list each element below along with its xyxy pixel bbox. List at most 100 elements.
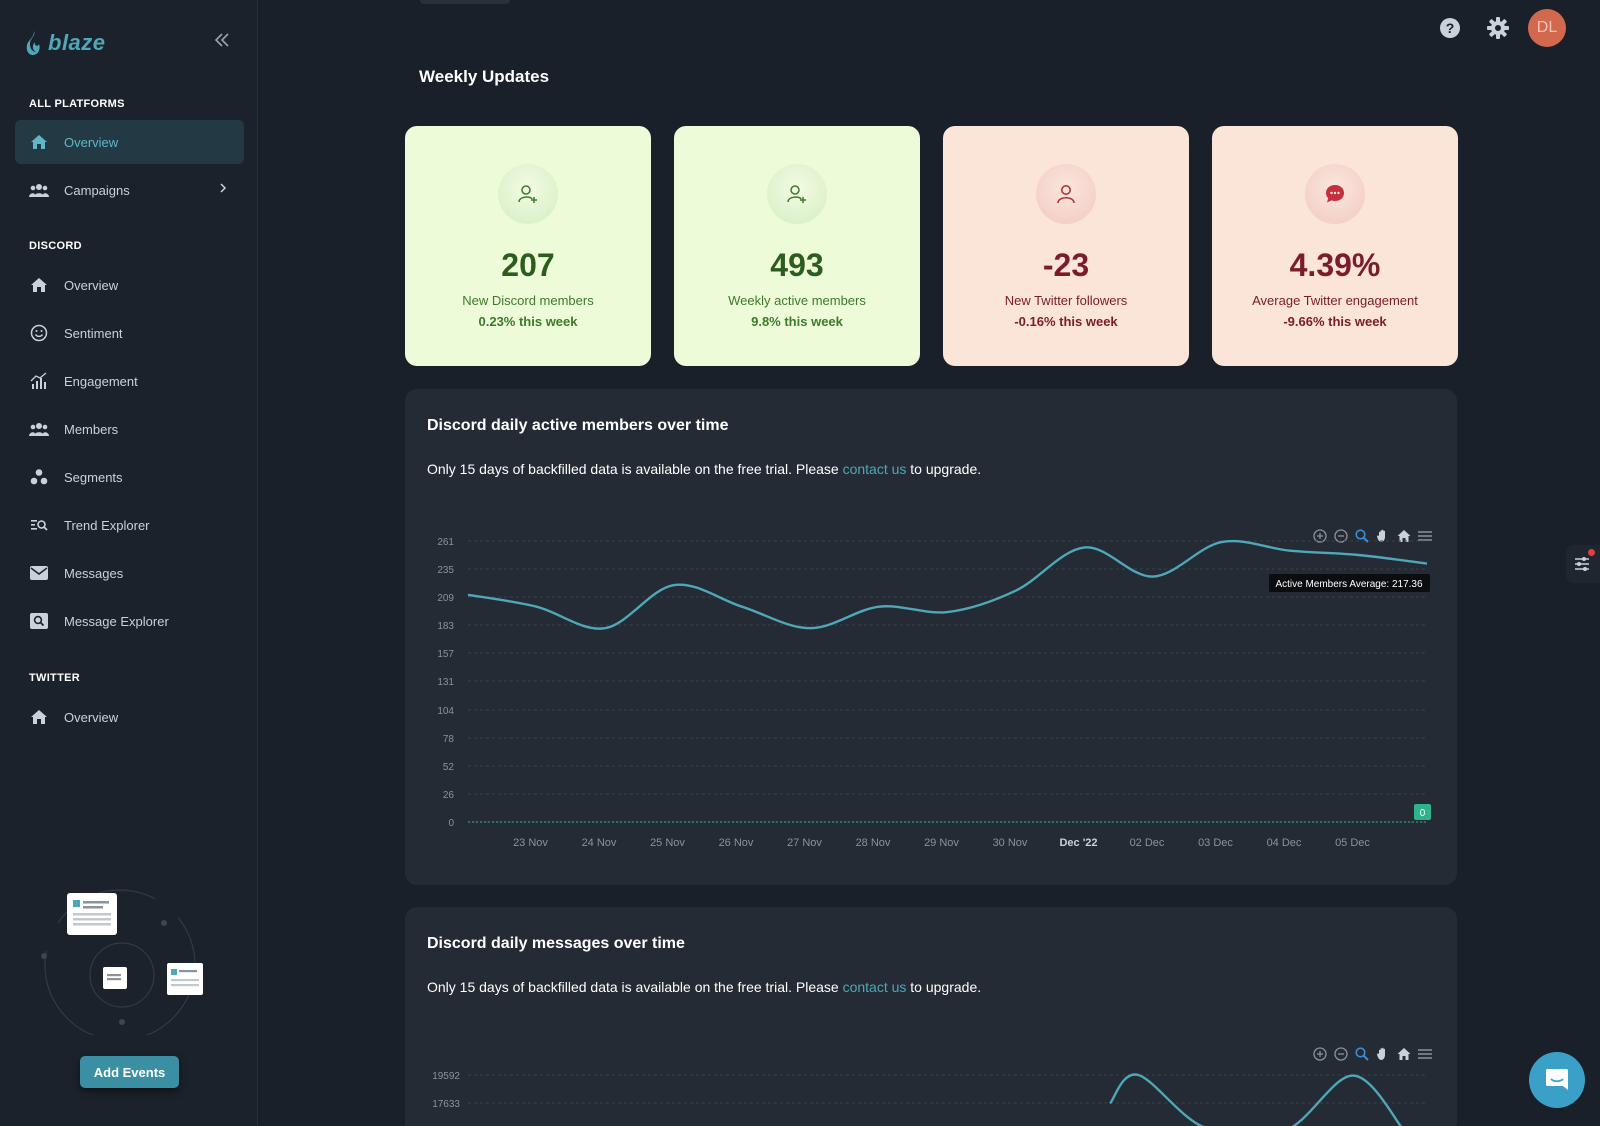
chat-bubble-icon — [1326, 185, 1344, 203]
stat-icon-circle — [1305, 164, 1365, 224]
stat-change: -9.66% this week — [1283, 314, 1387, 329]
zoom-out-button[interactable] — [1332, 527, 1350, 545]
sidebar-item-label: Trend Explorer — [64, 517, 150, 533]
trial-notice: Only 15 days of backfilled data is avail… — [427, 461, 981, 477]
y-tick-label: 78 — [443, 734, 455, 745]
x-tick-label: Dec '22 — [1059, 837, 1097, 849]
pan-button[interactable] — [1374, 527, 1392, 545]
sidebar-item-label: Members — [64, 421, 119, 437]
zoom-in-button[interactable] — [1311, 1045, 1329, 1063]
series-line — [467, 539, 1428, 630]
zoom-out-button[interactable] — [1332, 1045, 1350, 1063]
sidebar-item-engagement[interactable]: Engagement — [15, 359, 244, 403]
support-chat-button[interactable] — [1529, 1052, 1585, 1108]
y-tick-label: 26 — [443, 790, 455, 801]
hand-icon — [1376, 1047, 1385, 1060]
stat-card-new-twitter-followers: -23 New Twitter followers -0.16% this we… — [943, 126, 1189, 366]
chart-menu-button[interactable] — [1416, 1045, 1434, 1063]
sidebar-item-campaigns[interactable]: Campaigns — [15, 168, 244, 212]
y-tick-label: 52 — [443, 762, 455, 773]
help-button[interactable]: ? — [1438, 16, 1462, 40]
sidebar-item-label: Sentiment — [64, 325, 123, 341]
segments-icon — [29, 467, 49, 487]
selection-zoom-button[interactable] — [1353, 527, 1371, 545]
end-marker-box — [1414, 804, 1431, 820]
sidebar-item-trend-explorer[interactable]: Trend Explorer — [15, 503, 244, 547]
stat-card-new-discord-members: 207 New Discord members 0.23% this week — [405, 126, 651, 366]
chevron-right-icon — [220, 183, 227, 193]
chart-panel-title: Discord daily messages over time — [427, 935, 685, 952]
y-tick-label: 19592 — [432, 1071, 460, 1082]
flame-icon — [26, 31, 40, 55]
top-tab-indicator — [420, 0, 510, 4]
collapse-sidebar-button[interactable] — [212, 30, 232, 50]
trial-notice: Only 15 days of backfilled data is avail… — [427, 979, 981, 995]
magnifier-icon — [1355, 1047, 1369, 1061]
x-tick-label: 28 Nov — [856, 837, 891, 849]
zoom-in-icon — [1313, 529, 1327, 543]
brand-logo[interactable]: blaze — [26, 30, 106, 56]
envelope-icon — [29, 563, 49, 583]
sidebar-item-messages[interactable]: Messages — [15, 551, 244, 595]
section-title-all-platforms: ALL PLATFORMS — [29, 98, 125, 110]
pan-button[interactable] — [1374, 1045, 1392, 1063]
chart-menu-button[interactable] — [1416, 527, 1434, 545]
trial-notice-text: Only 15 days of backfilled data is avail… — [427, 979, 843, 995]
y-tick-label: 104 — [437, 706, 454, 717]
contact-us-link[interactable]: contact us — [842, 979, 907, 995]
hamburger-menu-icon — [1418, 531, 1432, 541]
zoom-in-button[interactable] — [1311, 527, 1329, 545]
filter-panel-toggle[interactable] — [1566, 545, 1600, 583]
section-title-twitter: TWITTER — [29, 672, 80, 684]
svg-text:?: ? — [1446, 20, 1455, 36]
chat-icon — [1546, 1069, 1568, 1090]
reset-zoom-button[interactable] — [1395, 1045, 1413, 1063]
brand-name: blaze — [48, 30, 106, 55]
selection-zoom-button[interactable] — [1353, 1045, 1371, 1063]
sidebar-item-sentiment[interactable]: Sentiment — [15, 311, 244, 355]
x-tick-label: 24 Nov — [582, 837, 617, 849]
user-avatar[interactable]: DL — [1528, 9, 1566, 47]
stat-card-average-twitter-engagement: 4.39% Average Twitter engagement -9.66% … — [1212, 126, 1458, 366]
sliders-icon — [1575, 557, 1589, 571]
sidebar-item-discord-overview[interactable]: Overview — [15, 263, 244, 307]
annotation-label: Active Members Average: 217.36 — [1275, 579, 1423, 590]
y-tick-label: 261 — [437, 537, 454, 548]
section-title-discord: DISCORD — [29, 240, 82, 252]
sidebar-item-members[interactable]: Members — [15, 407, 244, 451]
sidebar-item-label: Campaigns — [64, 182, 130, 198]
sidebar-item-segments[interactable]: Segments — [15, 455, 244, 499]
active-members-line-chart: 0 26 52 78 104 131 157 183 209 235 261 23 Nov 24 Nov… — [437, 537, 1431, 849]
y-tick-label: 209 — [437, 593, 454, 604]
y-tick-label: 183 — [437, 621, 454, 632]
sidebar-item-overview-all[interactable]: Overview — [15, 120, 244, 164]
double-chevron-left-icon — [214, 33, 229, 47]
chart-panel-daily-messages: Discord daily messages over time Only 15… — [405, 907, 1457, 1126]
contact-us-link[interactable]: contact us — [842, 461, 907, 477]
settings-button[interactable] — [1486, 16, 1510, 40]
notification-dot — [1588, 549, 1595, 556]
stat-label: Average Twitter engagement — [1252, 293, 1418, 308]
series-line — [1109, 1073, 1402, 1126]
home-icon — [29, 275, 49, 295]
y-tick-label: 0 — [448, 818, 454, 829]
sidebar-item-label: Overview — [64, 277, 119, 293]
reset-zoom-button[interactable] — [1395, 527, 1413, 545]
sidebar-item-label: Engagement — [64, 373, 138, 389]
gear-icon — [1487, 17, 1509, 39]
user-icon — [1057, 185, 1075, 204]
sidebar-item-label: Segments — [64, 469, 123, 485]
y-tick-label: 157 — [437, 649, 454, 660]
x-tick-label: 04 Dec — [1267, 837, 1302, 849]
x-tick-label: 02 Dec — [1130, 837, 1165, 849]
message-search-icon — [29, 611, 49, 631]
trial-notice-text: Only 15 days of backfilled data is avail… — [427, 461, 843, 477]
sidebar-item-twitter-overview[interactable]: Overview — [15, 695, 244, 739]
smiley-icon — [29, 323, 49, 343]
sidebar-item-message-explorer[interactable]: Message Explorer — [15, 599, 244, 643]
add-events-button[interactable]: Add Events — [80, 1056, 179, 1088]
chart-panel-title: Discord daily active members over time — [427, 417, 729, 434]
average-annotation: Active Members Average: 217.36 — [1269, 574, 1430, 592]
stat-change: 0.23% this week — [478, 314, 578, 329]
stat-icon-circle — [767, 164, 827, 224]
